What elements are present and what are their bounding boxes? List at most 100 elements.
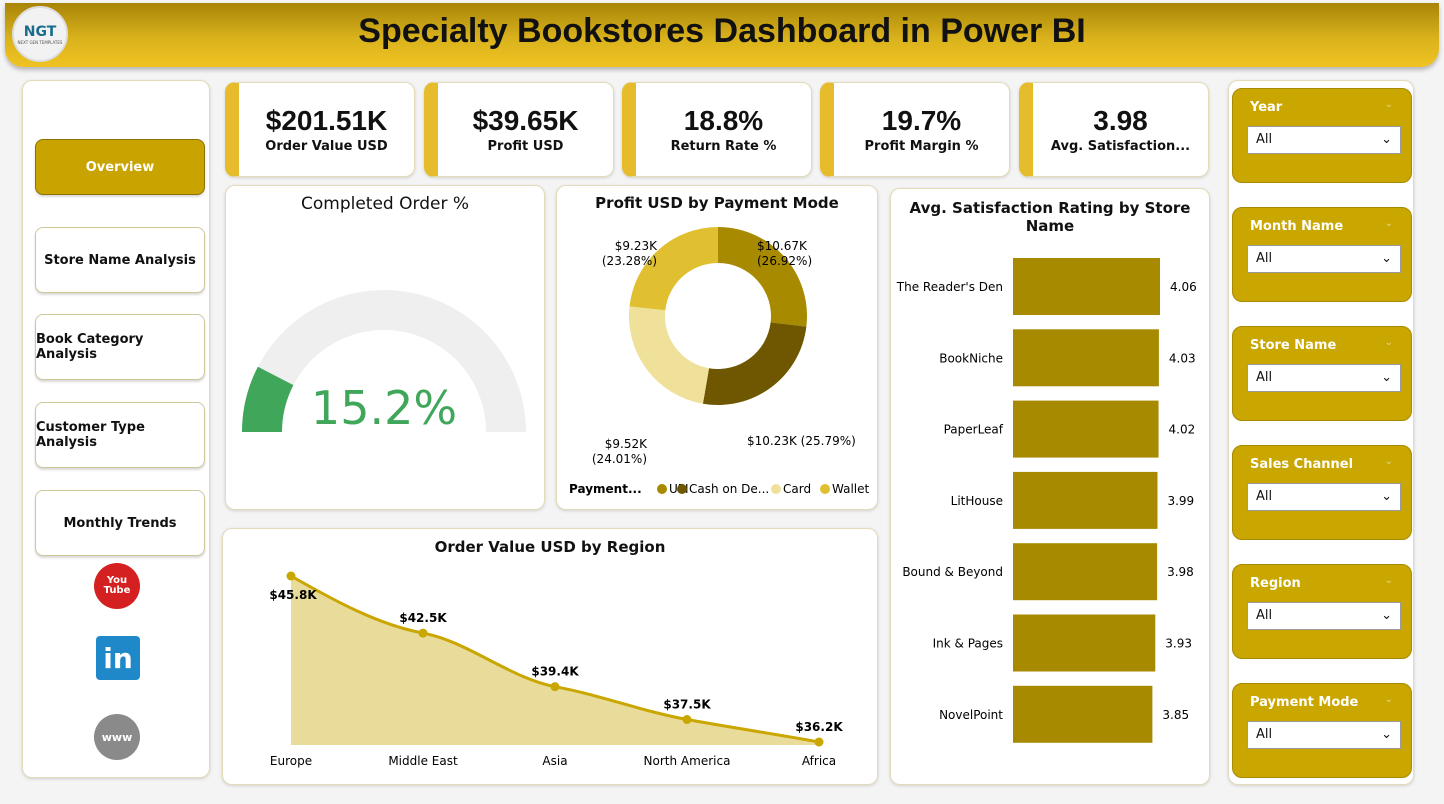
data-point xyxy=(286,571,296,581)
filter-sales-channel: Sales Channel ⌄ All ⌄ xyxy=(1232,445,1412,540)
gauge-card: Completed Order % 15.2% xyxy=(225,185,545,510)
filter-dropdown[interactable]: All ⌄ xyxy=(1247,721,1401,749)
filter-dropdown[interactable]: All ⌄ xyxy=(1247,245,1401,273)
chevron-down-icon[interactable]: ⌄ xyxy=(1384,337,1393,348)
filter-label: Store Name xyxy=(1250,338,1337,353)
bar-chart: The Reader's Den 4.06 BookNiche 4.03 PaperLe… xyxy=(896,258,1197,743)
legend-marker xyxy=(657,484,667,494)
chevron-down-icon[interactable]: ⌄ xyxy=(1384,575,1393,586)
chevron-down-icon[interactable]: ⌄ xyxy=(1384,99,1393,110)
nav-book-category-analysis[interactable]: Book Category Analysis xyxy=(35,314,205,380)
area-chart: $45.8K Europe $42.5K Middle East $39.4K Asia $… xyxy=(269,571,843,768)
gauge-value: 15.2% xyxy=(311,381,457,435)
chevron-down-icon: ⌄ xyxy=(1381,370,1392,385)
kpi-label: Order Value USD xyxy=(265,139,388,154)
filter-dropdown[interactable]: All ⌄ xyxy=(1247,364,1401,392)
nav-overview[interactable]: Overview xyxy=(35,139,205,195)
bar-data-label: 4.02 xyxy=(1169,423,1196,437)
chevron-down-icon[interactable]: ⌄ xyxy=(1384,218,1393,229)
area-data-label: $39.4K xyxy=(531,665,579,679)
x-tick-label: Asia xyxy=(542,754,567,768)
kpi-label: Return Rate % xyxy=(670,139,777,154)
nav-monthly-trends[interactable]: Monthly Trends xyxy=(35,490,205,556)
filter-dropdown[interactable]: All ⌄ xyxy=(1247,602,1401,630)
data-point xyxy=(550,682,560,692)
bar-card: Avg. Satisfaction Rating by Store Name T… xyxy=(890,188,1210,785)
donut-slice-UPI xyxy=(718,227,807,327)
logo-text: NGT xyxy=(23,23,57,40)
legend-label: Card xyxy=(783,482,811,496)
donut-data-label: (24.01%) xyxy=(592,452,647,466)
kpi-return-rate: 18.8% Return Rate % xyxy=(622,82,812,177)
donut-title: Profit USD by Payment Mode xyxy=(595,194,839,212)
page-title: Specialty Bookstores Dashboard in Power … xyxy=(358,12,1086,50)
donut-data-label: (26.92%) xyxy=(757,254,812,268)
bar-category-label: LitHouse xyxy=(951,494,1003,508)
filter-value: All xyxy=(1256,727,1273,742)
filter-dropdown[interactable]: All ⌄ xyxy=(1247,483,1401,511)
bar xyxy=(1013,543,1158,601)
filter-value: All xyxy=(1256,251,1273,266)
area-data-label: $36.2K xyxy=(795,720,843,734)
bar xyxy=(1013,329,1159,387)
donut-chart: $10.67K(26.92%) $10.23K (25.79%) $9.52K(24… xyxy=(569,227,870,496)
chevron-down-icon: ⌄ xyxy=(1381,132,1392,147)
donut-data-label: $9.23K xyxy=(615,239,658,253)
kpi-order-value: $201.51K Order Value USD xyxy=(225,82,415,177)
nav-store-name-analysis[interactable]: Store Name Analysis xyxy=(35,227,205,293)
nav-customer-type-analysis[interactable]: Customer Type Analysis xyxy=(35,402,205,468)
kpi-label: Profit USD xyxy=(487,139,564,154)
chevron-down-icon: ⌄ xyxy=(1381,489,1392,504)
gauge-fill xyxy=(242,366,294,432)
area-fill xyxy=(291,576,819,745)
kpi-value: 18.8% xyxy=(683,105,764,136)
bar-title: Avg. Satisfaction Rating by Store Name xyxy=(909,199,1191,235)
area-title: Order Value USD by Region xyxy=(434,538,666,556)
linkedin-icon[interactable]: in xyxy=(96,636,140,680)
chevron-down-icon: ⌄ xyxy=(1381,727,1392,742)
x-tick-label: Middle East xyxy=(388,754,458,768)
bar-data-label: 3.98 xyxy=(1167,565,1194,579)
filter-region: Region ⌄ All ⌄ xyxy=(1232,564,1412,659)
chevron-down-icon[interactable]: ⌄ xyxy=(1384,456,1393,467)
donut-data-label: $10.23K (25.79%) xyxy=(747,434,856,448)
data-point xyxy=(682,715,692,725)
bar-category-label: Bound & Beyond xyxy=(902,565,1003,579)
logo-subtext: NEXT GEN TEMPLATES xyxy=(17,39,63,45)
kpi-label: Avg. Satisfaction... xyxy=(1050,139,1191,154)
donut-card: Profit USD by Payment Mode $10.67K (26.92… xyxy=(556,185,878,510)
filter-panel: Year ⌄ All ⌄ Month Name ⌄ All ⌄ Store Name ⌄ All ⌄ S… xyxy=(1228,80,1414,785)
donut-slice-Wallet xyxy=(629,227,718,311)
filter-dropdown[interactable]: All ⌄ xyxy=(1247,126,1401,154)
gauge-svg: 15.2% xyxy=(242,290,526,435)
kpi-profit-margin: 19.7% Profit Margin % xyxy=(820,82,1010,177)
x-tick-label: Africa xyxy=(802,754,836,768)
donut-slice-Card xyxy=(629,306,710,404)
bar xyxy=(1013,258,1160,315)
legend-marker xyxy=(677,484,687,494)
legend-label: Wallet xyxy=(832,482,870,496)
gauge-track xyxy=(242,290,526,432)
filter-label: Sales Channel xyxy=(1250,457,1354,472)
bar-data-label: 4.06 xyxy=(1170,280,1197,294)
youtube-icon[interactable]: You Tube xyxy=(94,563,140,609)
area-card: Order Value USD by Region $45.8K Europe $4… xyxy=(222,528,878,785)
donut-data-label: (23.28%) xyxy=(602,254,657,268)
filter-payment-mode: Payment Mode ⌄ All ⌄ xyxy=(1232,683,1412,778)
website-label: www xyxy=(101,730,133,744)
bar xyxy=(1013,400,1159,458)
website-icon[interactable]: www xyxy=(94,714,140,760)
filter-label: Month Name xyxy=(1250,219,1344,234)
chevron-down-icon[interactable]: ⌄ xyxy=(1384,694,1393,705)
filter-label: Payment Mode xyxy=(1250,695,1359,710)
filter-store-name: Store Name ⌄ All ⌄ xyxy=(1232,326,1412,421)
kpi-value: $39.65K xyxy=(472,105,579,136)
donut-data-label: $10.67K xyxy=(757,239,808,253)
filter-year: Year ⌄ All ⌄ xyxy=(1232,88,1412,183)
legend-title: Payment... xyxy=(569,482,642,496)
data-point xyxy=(814,737,824,747)
area-data-label: $45.8K xyxy=(269,588,317,602)
bar-data-label: 4.03 xyxy=(1169,351,1196,365)
kpi-value: $201.51K xyxy=(265,105,388,136)
kpi-profit: $39.65K Profit USD xyxy=(424,82,614,177)
